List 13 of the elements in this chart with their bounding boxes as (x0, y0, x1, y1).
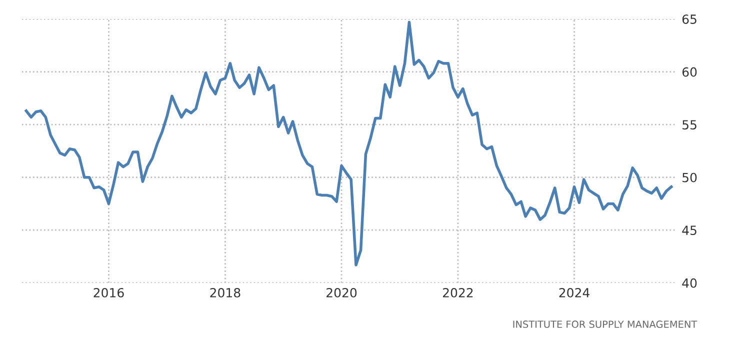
y-tick-label: 65 (682, 14, 696, 24)
y-tick-label: 50 (682, 172, 697, 182)
line-series (24, 20, 673, 266)
x-tick-label: 2024 (559, 288, 590, 298)
x-tick-label: 2020 (326, 288, 357, 298)
y-tick-label: 40 (682, 278, 697, 288)
y-tick-label: 45 (682, 226, 696, 236)
x-tick-label: 2018 (210, 288, 240, 298)
x-tick-label: 2022 (442, 288, 473, 298)
x-tick-label: 2016 (94, 288, 124, 298)
text: INSTITUTE FOR SUPPLY MANAGEMENT (513, 320, 698, 328)
y-tick-label: 55 (682, 120, 696, 130)
y-tick-label: 60 (682, 67, 697, 77)
